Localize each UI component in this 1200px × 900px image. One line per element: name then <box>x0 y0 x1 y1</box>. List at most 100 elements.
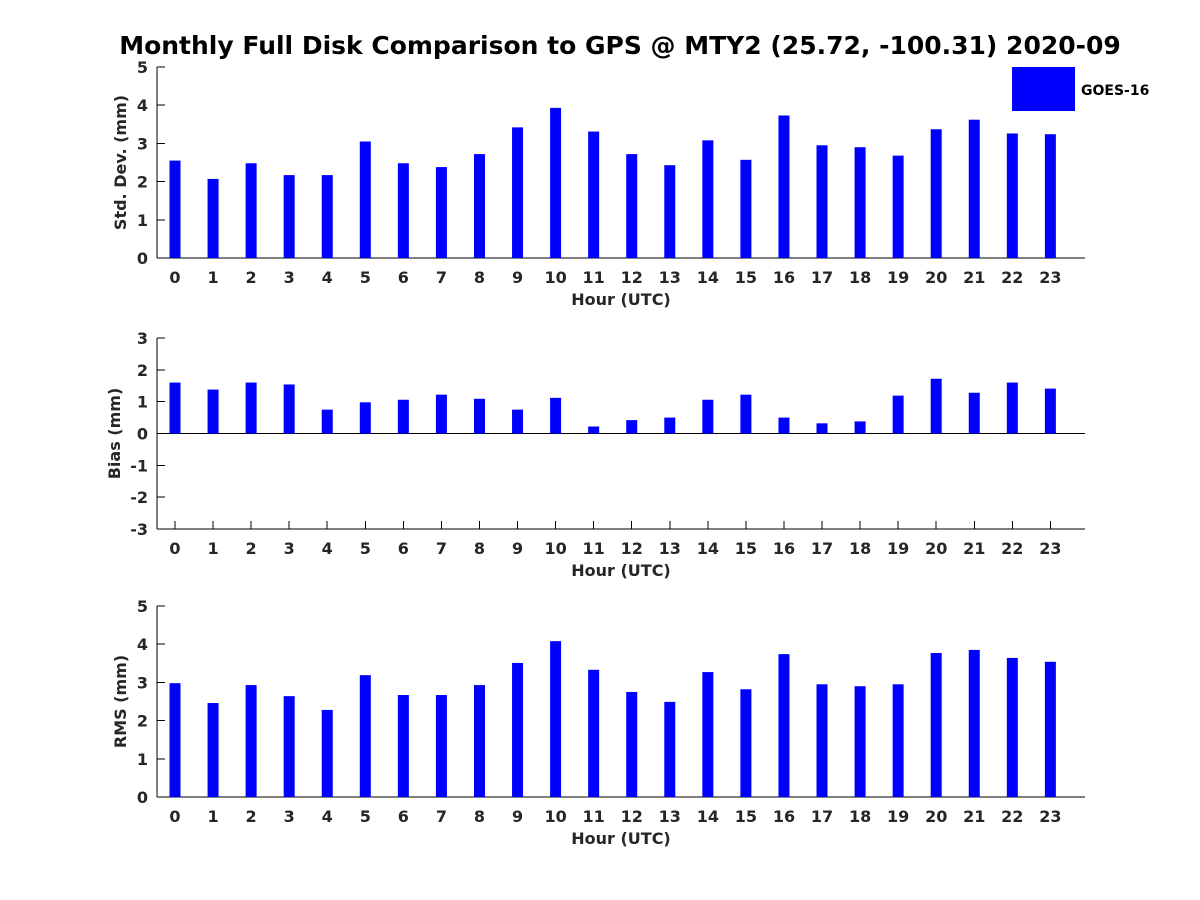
x-tick-label: 1 <box>207 539 218 558</box>
bar-hour-23 <box>1044 661 1056 797</box>
bar-hour-0 <box>169 382 181 434</box>
bar-hour-20 <box>930 129 942 258</box>
x-tick-label: 19 <box>887 539 909 558</box>
x-tick-label: 13 <box>659 539 681 558</box>
x-tick-label: 12 <box>621 807 643 826</box>
x-tick-label: 17 <box>811 539 833 558</box>
x-tick-label: 6 <box>398 539 409 558</box>
x-tick-label: 21 <box>963 807 985 826</box>
y-tick-label: -3 <box>130 520 148 539</box>
legend: GOES-16 <box>1012 67 1149 111</box>
x-tick-label: 4 <box>322 268 333 287</box>
bar-hour-3 <box>283 696 295 797</box>
bar-hour-21 <box>968 119 980 258</box>
bar-hour-16 <box>778 417 790 434</box>
y-tick-label: 2 <box>137 173 148 192</box>
x-axis-label: Hour (UTC) <box>571 829 671 848</box>
bar-hour-8 <box>473 685 485 797</box>
bar-hour-23 <box>1044 134 1056 258</box>
bar-hour-14 <box>702 672 714 797</box>
x-tick-label: 20 <box>925 807 947 826</box>
y-tick-label: 5 <box>137 597 148 616</box>
bar-hour-11 <box>588 669 600 797</box>
bar-hour-2 <box>245 163 257 258</box>
bar-hour-11 <box>588 131 600 258</box>
x-tick-label: 4 <box>322 807 333 826</box>
bar-hour-22 <box>1006 657 1018 797</box>
bar-hour-10 <box>550 641 562 797</box>
bar-hour-10 <box>550 397 562 434</box>
x-tick-label: 19 <box>887 268 909 287</box>
bar-hour-2 <box>245 382 257 434</box>
x-tick-label: 15 <box>735 807 757 826</box>
y-tick-label: 5 <box>137 58 148 77</box>
bar-hour-3 <box>283 175 295 258</box>
y-tick-label: 4 <box>137 96 148 115</box>
x-tick-label: 7 <box>436 539 447 558</box>
chart-title: Monthly Full Disk Comparison to GPS @ MT… <box>119 31 1121 60</box>
bar-hour-22 <box>1006 133 1018 258</box>
bar-hour-7 <box>435 394 447 434</box>
bar-hour-4 <box>321 175 333 258</box>
bar-hour-14 <box>702 140 714 258</box>
x-tick-label: 1 <box>207 807 218 826</box>
x-tick-label: 10 <box>544 268 566 287</box>
bar-hour-18 <box>854 686 866 797</box>
y-tick-label: 1 <box>137 393 148 412</box>
y-tick-label: 2 <box>137 361 148 380</box>
x-tick-label: 3 <box>284 539 295 558</box>
y-tick-label: -2 <box>130 488 148 507</box>
x-tick-label: 0 <box>169 539 180 558</box>
x-tick-label: 21 <box>963 268 985 287</box>
bar-hour-7 <box>435 167 447 258</box>
y-tick-label: 2 <box>137 712 148 731</box>
x-tick-label: 11 <box>583 268 605 287</box>
bar-hour-12 <box>626 154 638 258</box>
bar-hour-16 <box>778 115 790 258</box>
x-tick-label: 14 <box>697 539 719 558</box>
x-tick-label: 13 <box>659 268 681 287</box>
x-tick-label: 20 <box>925 268 947 287</box>
x-tick-label: 15 <box>735 539 757 558</box>
y-tick-label: 3 <box>137 134 148 153</box>
x-axis-label: Hour (UTC) <box>571 561 671 580</box>
x-axis-label: Hour (UTC) <box>571 290 671 309</box>
y-tick-label: 3 <box>137 673 148 692</box>
x-tick-label: 13 <box>659 807 681 826</box>
x-tick-label: 16 <box>773 807 795 826</box>
bar-hour-17 <box>816 423 828 434</box>
x-tick-label: 9 <box>512 807 523 826</box>
bar-hour-23 <box>1044 388 1056 434</box>
bar-hour-8 <box>473 398 485 434</box>
bar-hour-12 <box>626 420 638 434</box>
bar-hour-6 <box>397 163 409 258</box>
bar-hour-3 <box>283 384 295 434</box>
bar-hour-15 <box>740 159 752 258</box>
bar-hour-21 <box>968 649 980 797</box>
bar-hour-10 <box>550 107 562 259</box>
x-tick-label: 4 <box>322 539 333 558</box>
bar-hour-9 <box>512 127 524 258</box>
x-tick-label: 2 <box>246 539 257 558</box>
x-tick-label: 12 <box>621 539 643 558</box>
bar-hour-22 <box>1006 382 1018 434</box>
x-tick-label: 9 <box>512 539 523 558</box>
bar-hour-13 <box>664 417 676 434</box>
x-tick-label: 17 <box>811 807 833 826</box>
bar-hour-21 <box>968 392 980 434</box>
x-tick-label: 16 <box>773 268 795 287</box>
x-tick-label: 5 <box>360 268 371 287</box>
bar-hour-20 <box>930 378 942 434</box>
bar-hour-18 <box>854 147 866 258</box>
bar-hour-11 <box>588 426 600 434</box>
x-tick-label: 22 <box>1001 807 1023 826</box>
x-tick-label: 2 <box>246 268 257 287</box>
y-tick-label: 1 <box>137 750 148 769</box>
bar-hour-8 <box>473 154 485 258</box>
y-tick-label: 0 <box>137 249 148 268</box>
x-tick-label: 7 <box>436 807 447 826</box>
y-axis-label: RMS (mm) <box>111 655 130 748</box>
bar-hour-4 <box>321 409 333 434</box>
y-tick-label: 1 <box>137 211 148 230</box>
